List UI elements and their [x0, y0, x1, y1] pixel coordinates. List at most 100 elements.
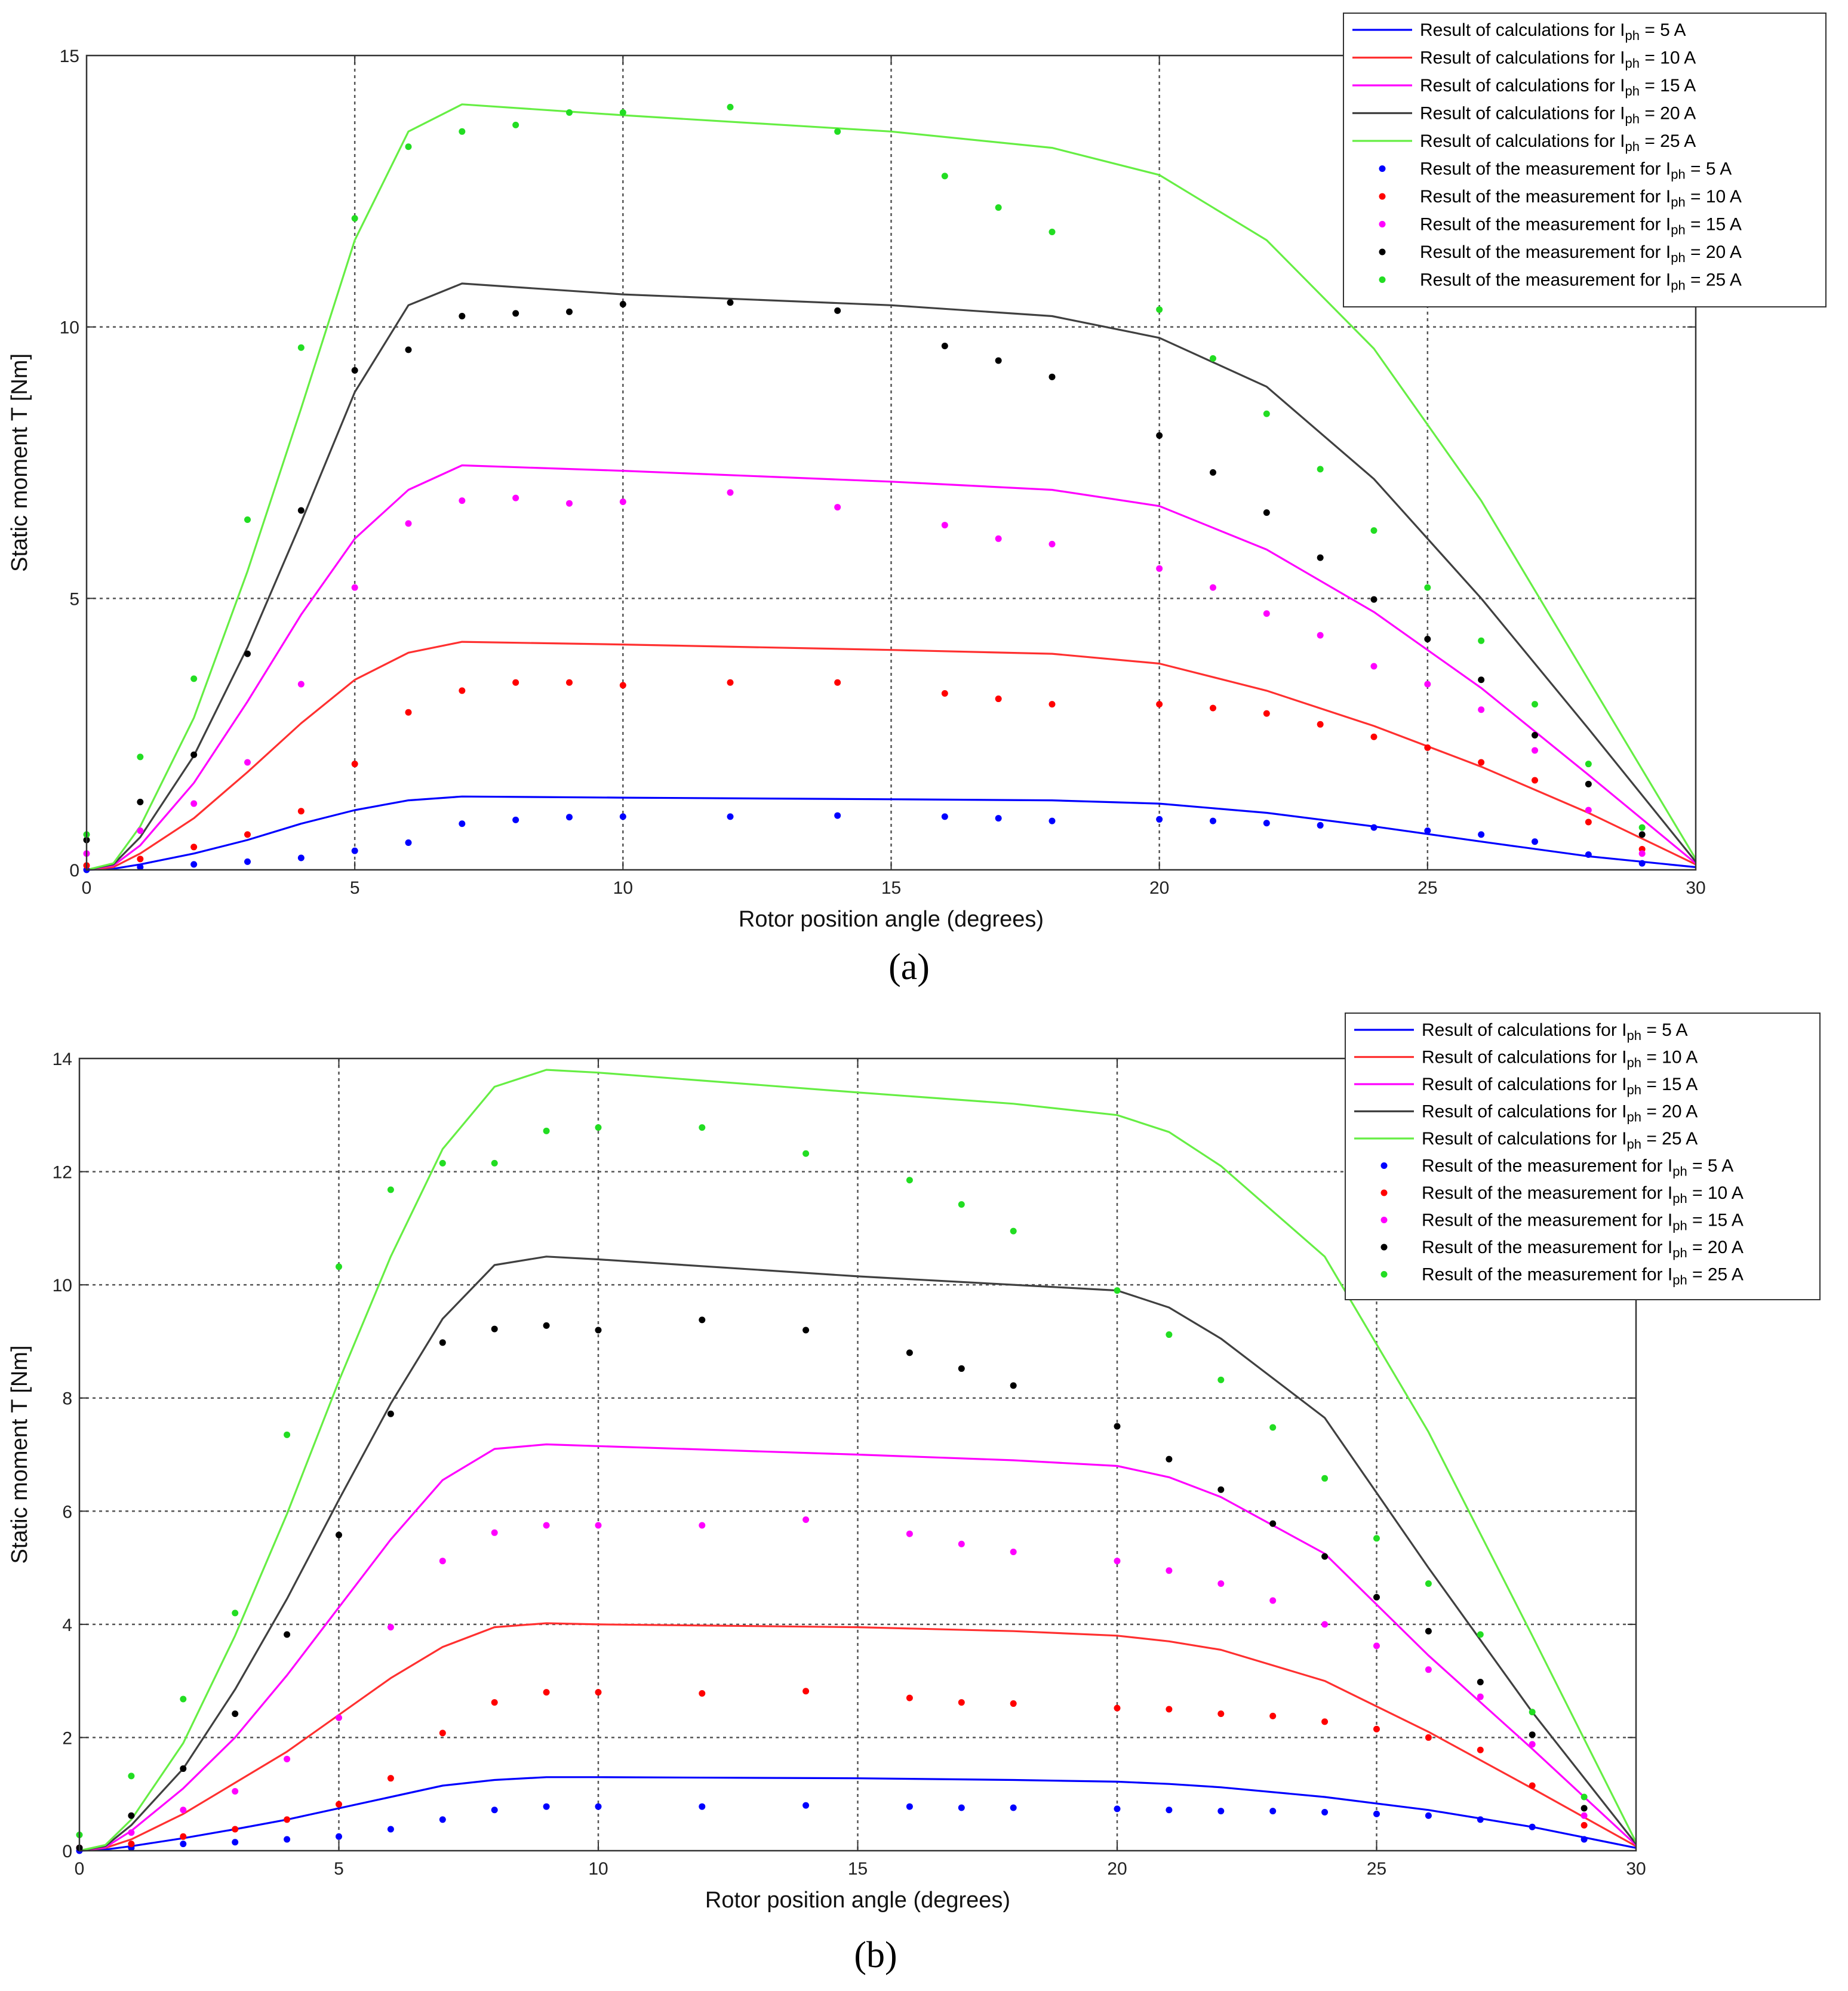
measurement-point — [958, 1201, 965, 1208]
measurement-point — [512, 679, 519, 686]
measurement-point — [232, 1839, 239, 1846]
measurement-point — [619, 498, 626, 505]
measurement-point — [802, 1802, 810, 1809]
measurement-point — [1370, 596, 1377, 603]
measurement-point — [1210, 817, 1216, 824]
measurement-point — [1529, 1731, 1536, 1738]
measurement-point — [244, 516, 251, 523]
calc-line-series-3 — [79, 1255, 1637, 1852]
measurement-point — [995, 204, 1002, 211]
measurement-point — [1317, 821, 1324, 829]
measurement-point — [727, 103, 734, 110]
measurement-point — [459, 820, 466, 827]
legend: Result of calculations for Iph = 5 A Resu… — [1345, 1013, 1821, 1300]
measurement-point — [543, 1689, 550, 1696]
measurement-point — [727, 489, 734, 496]
measurement-point — [1477, 1693, 1484, 1700]
x-tick-label: 30 — [1626, 1859, 1646, 1879]
legend-marker-sample — [1380, 1217, 1388, 1223]
measurement-point — [1317, 554, 1324, 561]
measurement-point — [244, 858, 251, 865]
measurement-point — [1424, 636, 1431, 643]
measurement-point — [180, 1807, 187, 1814]
measurement-point — [190, 751, 198, 758]
y-tick-label: 0 — [69, 861, 79, 881]
x-tick-label: 15 — [881, 878, 901, 898]
measurement-point — [958, 1540, 965, 1547]
measurement-point — [459, 312, 466, 319]
measurement-point — [1424, 681, 1431, 688]
measurement-point — [1114, 1558, 1121, 1565]
measurement-point — [1373, 1810, 1380, 1817]
measurement-point — [180, 1833, 187, 1840]
measurement-point — [1529, 1741, 1536, 1748]
measurement-point — [1321, 1809, 1329, 1816]
measurement-point — [491, 1699, 498, 1706]
measurement-point — [1425, 1812, 1432, 1819]
measurement-point — [1263, 710, 1270, 717]
measurement-point — [1477, 1631, 1484, 1638]
measurement-point — [1114, 1423, 1121, 1430]
measurement-point — [351, 584, 358, 591]
measurement-point — [439, 1558, 446, 1565]
legend-label: Result of calculations for Iph = 10 A — [1422, 1048, 1698, 1070]
measurement-point — [1585, 780, 1592, 787]
panel-caption: (a) — [888, 947, 930, 987]
legend-label: Result of the measurement for Iph = 10 A — [1420, 187, 1742, 210]
measurement-point — [595, 1522, 602, 1529]
measurement-point — [1166, 1567, 1173, 1574]
measurement-point — [1048, 229, 1056, 236]
legend-marker-sample — [1379, 193, 1386, 200]
legend-label: Result of the measurement for Iph = 10 A — [1422, 1183, 1744, 1206]
x-axis-label: Rotor position angle (degrees) — [705, 1888, 1010, 1913]
measurement-point — [512, 121, 519, 128]
measurement-point — [699, 1316, 706, 1324]
measurement-point — [297, 808, 305, 815]
measurement-point — [995, 535, 1002, 542]
measurement-point — [595, 1689, 602, 1696]
measurement-point — [1048, 701, 1056, 708]
legend-label: Result of calculations for Iph = 25 A — [1420, 131, 1696, 154]
measurement-point — [491, 1807, 498, 1814]
measurement-point — [387, 1186, 394, 1193]
measurement-point — [244, 650, 251, 657]
measurement-point — [1263, 509, 1270, 516]
calc-line-series-0 — [86, 795, 1696, 871]
legend-label: Result of the measurement for Iph = 20 A — [1422, 1238, 1744, 1260]
y-axis-label: Static moment T [Nm] — [7, 353, 32, 572]
measurement-point — [834, 307, 841, 314]
measurement-point — [1217, 1710, 1225, 1718]
y-tick-label: 0 — [62, 1842, 72, 1861]
measurement-point — [405, 346, 412, 353]
measurement-point — [1585, 818, 1592, 826]
measurement-point — [128, 1812, 135, 1819]
measurement-point — [619, 109, 626, 116]
measurement-point — [1321, 1553, 1329, 1560]
measurement-point — [387, 1826, 394, 1833]
measurement-point — [1269, 1520, 1277, 1527]
measurement-point — [1370, 733, 1377, 740]
legend-label: Result of the measurement for Iph = 15 A — [1420, 215, 1742, 238]
y-tick-label: 5 — [69, 589, 79, 609]
measurement-point — [512, 816, 519, 823]
measurement-point — [906, 1803, 913, 1810]
measurement-point — [1425, 1580, 1432, 1587]
measurement-point — [1532, 777, 1538, 784]
measurement-point — [297, 854, 305, 861]
measurement-point — [284, 1816, 291, 1823]
x-tick-label: 10 — [613, 878, 633, 898]
calc-line-series-3 — [86, 282, 1697, 871]
measurement-point — [137, 753, 144, 761]
measurement-point — [351, 215, 358, 222]
measurement-point — [1581, 1805, 1588, 1812]
measurement-point — [1210, 355, 1216, 362]
measurement-point — [1114, 1704, 1121, 1712]
measurement-point — [459, 687, 466, 694]
axes-frame — [78, 1057, 1637, 1852]
measurement-point — [1217, 1376, 1225, 1383]
legend-marker-sample — [1379, 165, 1386, 172]
measurement-point — [244, 759, 251, 766]
measurement-point — [727, 813, 734, 820]
measurement-point — [1424, 584, 1431, 591]
x-tick-label: 25 — [1367, 1859, 1386, 1879]
